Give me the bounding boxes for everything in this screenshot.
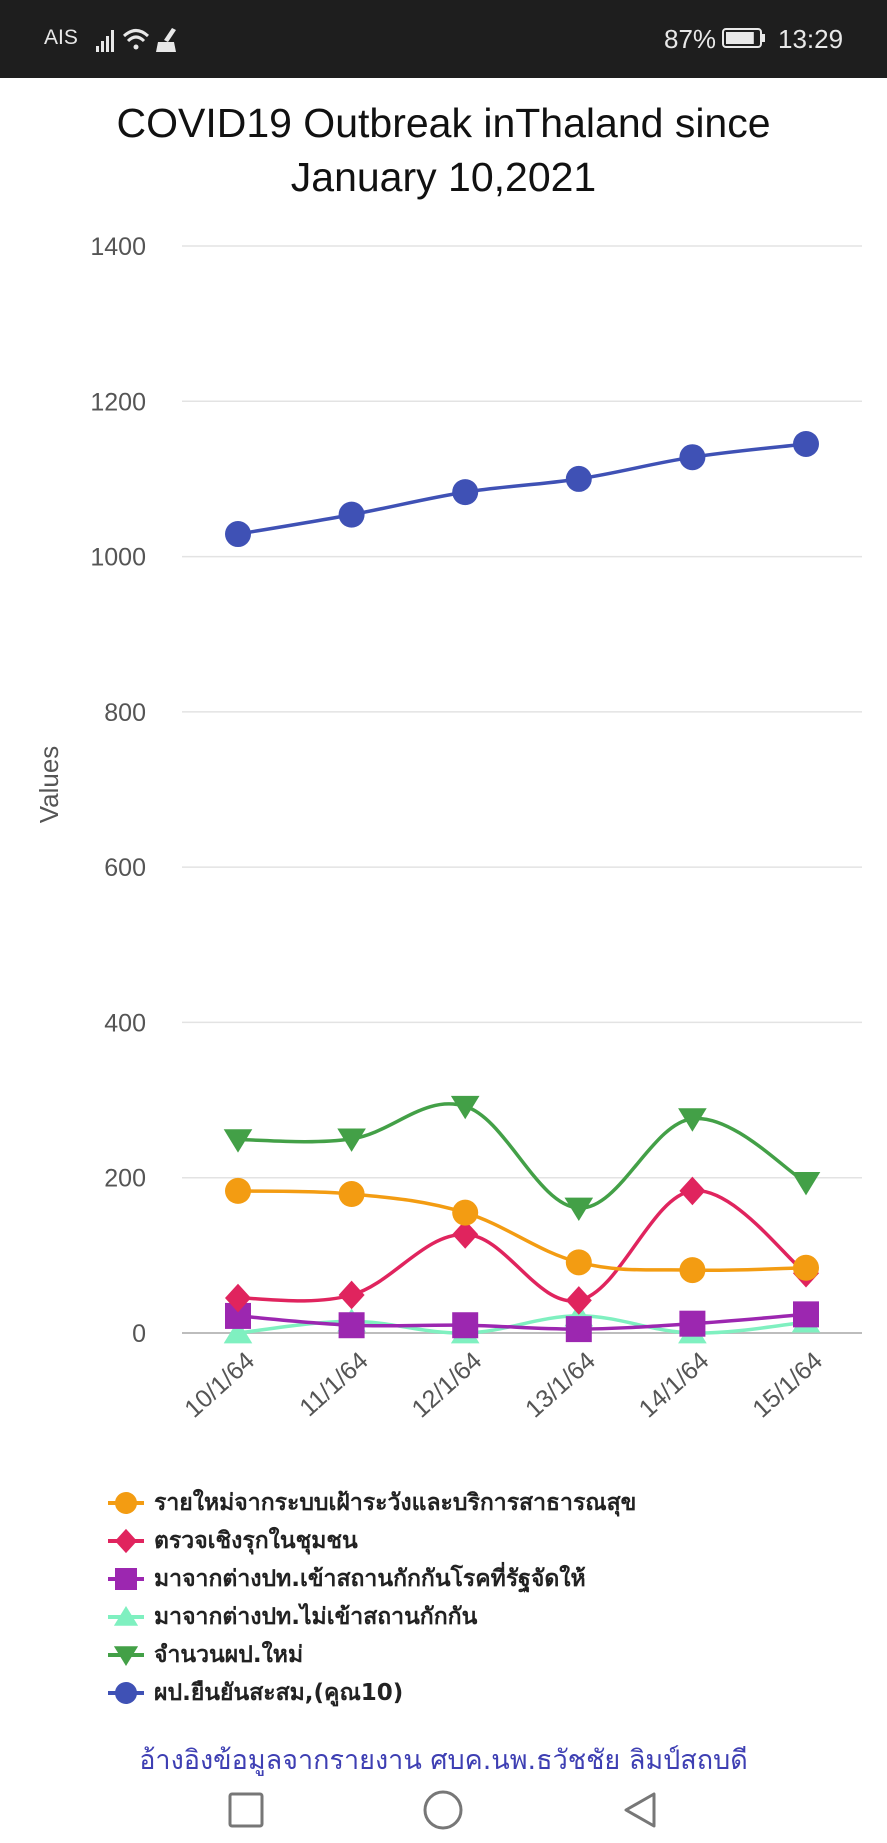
x-tick-label: 15/1/64 xyxy=(747,1347,828,1424)
legend-label: มาจากต่างปท.ไม่เข้าสถานกักกัน xyxy=(154,1604,478,1630)
data-point xyxy=(564,1197,594,1221)
data-point xyxy=(678,1108,707,1132)
y-tick-label: 400 xyxy=(104,1009,146,1037)
legend-label: รายใหม่จากระบบเฝ้าระวังและบริการสาธารณสุ… xyxy=(154,1490,637,1516)
source-note: อ้างอิงข้อมูลจากรายงาน ศบค.นพ.ธวัชชัย ลิ… xyxy=(139,1745,748,1776)
y-tick-label: 1400 xyxy=(90,233,146,261)
data-point xyxy=(565,1286,592,1315)
data-point xyxy=(113,1606,139,1626)
series-4 xyxy=(223,1095,821,1221)
y-tick-label: 1200 xyxy=(90,388,146,416)
series-1 xyxy=(225,1176,819,1315)
y-tick-label: 0 xyxy=(132,1320,146,1348)
series-2 xyxy=(225,1301,819,1343)
legend-item: รายใหม่จากระบบเฝ้าระวังและบริการสาธารณสุ… xyxy=(106,1484,636,1522)
data-point xyxy=(115,1492,137,1514)
chart-title: COVID19 Outbreak inThaland since January… xyxy=(0,96,887,204)
chart-title-line-2: January 10,2021 xyxy=(290,154,597,200)
legend-label: ผป.ยืนยันสะสม,(คูณ10) xyxy=(154,1680,404,1706)
data-point xyxy=(115,1528,137,1554)
series-line xyxy=(237,1314,807,1335)
data-point xyxy=(679,1310,706,1337)
data-point xyxy=(793,430,819,457)
wifi-icon xyxy=(122,29,150,50)
x-tick-label: 11/1/64 xyxy=(294,1347,373,1422)
legend-label: ตรวจเชิงรุกในชุมชน xyxy=(154,1528,358,1554)
data-point xyxy=(223,1320,253,1344)
carrier-label: AIS xyxy=(44,26,78,49)
data-point xyxy=(223,1129,253,1153)
data-point xyxy=(793,1254,819,1281)
data-point xyxy=(115,1568,137,1590)
data-point xyxy=(225,521,251,548)
legend-item: มาจากต่างปท.เข้าสถานกักกันโรคที่รัฐจัดให… xyxy=(106,1560,636,1598)
legend-marker xyxy=(108,1606,144,1626)
series-line xyxy=(237,1189,807,1273)
navigation-bar xyxy=(0,1770,887,1843)
legend-marker xyxy=(108,1492,144,1514)
legend-marker xyxy=(108,1568,144,1590)
status-icons xyxy=(96,28,176,52)
data-point xyxy=(452,1199,479,1226)
data-point xyxy=(338,1280,365,1310)
status-bar: AIS 87% 13:29 xyxy=(0,0,887,78)
legend-item: ตรวจเชิงรุกในชุมชน xyxy=(106,1522,636,1560)
series-line xyxy=(237,1189,808,1303)
broom-icon xyxy=(156,28,176,52)
data-point xyxy=(565,1249,592,1276)
x-tick-label: 14/1/64 xyxy=(634,1347,715,1424)
battery-percent: 87% xyxy=(664,24,717,54)
data-point xyxy=(338,501,365,528)
line-chart: 0 200 400 600 800 1000 1200 1400 Values 10/1/64 11… xyxy=(34,233,862,1424)
data-point xyxy=(679,1257,706,1284)
data-point xyxy=(452,479,479,506)
y-tick-label: 800 xyxy=(104,699,146,727)
data-point xyxy=(113,1646,139,1666)
battery-icon xyxy=(722,28,765,48)
chart-legend: รายใหม่จากระบบเฝ้าระวังและบริการสาธารณสุ… xyxy=(106,1484,636,1712)
legend-item: มาจากต่างปท.ไม่เข้าสถานกักกัน xyxy=(106,1598,636,1636)
home-circle-icon[interactable] xyxy=(413,1780,473,1840)
y-tick-label: 600 xyxy=(104,854,146,882)
battery-fill xyxy=(726,32,754,44)
data-point xyxy=(452,1312,479,1339)
chart-title-line-1: COVID19 Outbreak inThaland since xyxy=(116,100,771,146)
data-point xyxy=(225,1283,251,1313)
series-line xyxy=(237,1312,807,1331)
legend-label: มาจากต่างปท.เข้าสถานกักกันโรคที่รัฐจัดให… xyxy=(154,1566,586,1592)
legend-item: จำนวนผป.ใหม่ xyxy=(106,1636,636,1674)
legend-marker xyxy=(108,1682,144,1704)
data-point xyxy=(338,1312,365,1339)
data-point xyxy=(679,1176,706,1206)
data-point xyxy=(565,1316,592,1343)
data-point xyxy=(337,1128,366,1152)
legend-marker xyxy=(108,1528,144,1554)
data-point xyxy=(791,1171,821,1196)
x-tick-label: 10/1/64 xyxy=(179,1347,260,1424)
y-tick-label: 1000 xyxy=(90,544,146,572)
y-tick-label: 200 xyxy=(104,1165,146,1193)
y-axis-label: Values xyxy=(34,746,64,824)
data-point xyxy=(225,1177,251,1204)
signal-icon xyxy=(96,30,114,52)
series-5 xyxy=(225,430,819,548)
legend-label: จำนวนผป.ใหม่ xyxy=(154,1642,304,1668)
recents-square-icon[interactable] xyxy=(216,1780,276,1840)
back-triangle-icon[interactable] xyxy=(610,1780,670,1840)
data-point xyxy=(793,1301,819,1328)
data-point xyxy=(565,465,592,492)
data-point xyxy=(452,1220,479,1249)
series-0 xyxy=(225,1177,819,1284)
data-point xyxy=(450,1095,480,1120)
x-tick-label: 13/1/64 xyxy=(520,1347,601,1424)
x-tick-label: 12/1/64 xyxy=(406,1347,487,1424)
legend-marker xyxy=(108,1646,144,1666)
data-point xyxy=(115,1682,137,1704)
legend-item: ผป.ยืนยันสะสม,(คูณ10) xyxy=(106,1674,636,1712)
series-line xyxy=(237,442,807,536)
clock: 13:29 xyxy=(778,24,844,54)
data-point xyxy=(679,444,706,471)
data-point xyxy=(338,1181,365,1208)
